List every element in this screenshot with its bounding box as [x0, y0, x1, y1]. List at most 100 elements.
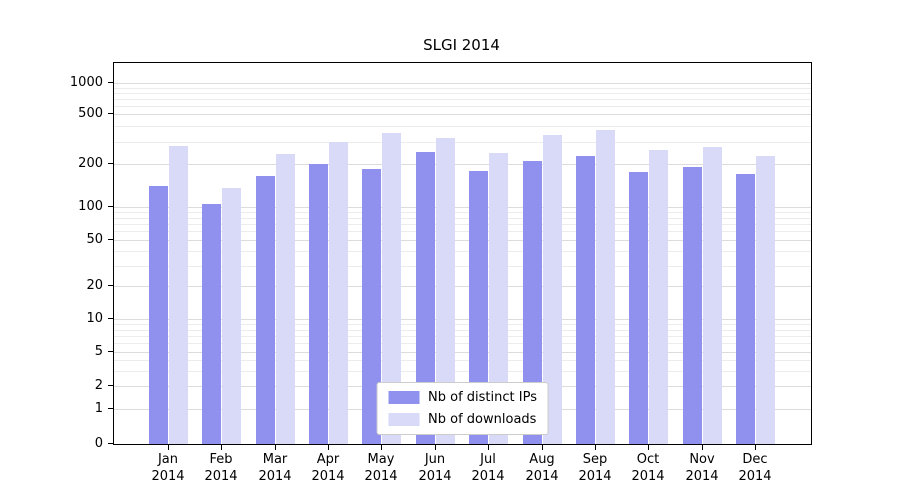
x-tick-label: Dec 2014 [723, 451, 787, 485]
minor-gridline [114, 142, 811, 143]
bar-downloads-feb [222, 188, 241, 444]
y-tick-mark [108, 163, 113, 164]
x-tick-label: Oct 2014 [616, 451, 680, 485]
bar-distinct-ips-jun [416, 152, 435, 444]
minor-gridline [114, 224, 811, 225]
x-tick-label: Jun 2014 [403, 451, 467, 485]
x-tick-year: 2014 [204, 469, 238, 484]
x-tick-month: Jun [424, 452, 446, 467]
y-tick-label: 5 [94, 344, 103, 359]
minor-gridline [114, 88, 811, 89]
y-tick-mark [108, 385, 113, 386]
legend-swatch [388, 413, 420, 426]
x-tick-year: 2014 [364, 469, 398, 484]
major-gridline [114, 114, 811, 115]
x-tick-label: May 2014 [349, 451, 413, 485]
bar-distinct-ips-dec [736, 174, 755, 444]
x-tick-year: 2014 [471, 469, 505, 484]
y-tick-mark [108, 408, 113, 409]
minor-gridline [114, 93, 811, 94]
x-tick-label: Mar 2014 [243, 451, 307, 485]
plot-area: Nb of distinct IPs Nb of downloads [113, 62, 812, 445]
x-tick-month: Jan [157, 452, 179, 467]
x-tick-year: 2014 [631, 469, 665, 484]
x-tick-mark [648, 445, 649, 450]
y-tick-label: 200 [78, 156, 103, 171]
x-tick-month: Feb [209, 452, 233, 467]
x-tick-year: 2014 [738, 469, 772, 484]
x-tick-label: Apr 2014 [296, 451, 360, 485]
x-tick-month: Mar [262, 452, 288, 467]
major-gridline [114, 286, 811, 287]
x-tick-mark [221, 445, 222, 450]
bar-distinct-ips-jul [469, 171, 488, 444]
major-gridline [114, 164, 811, 165]
x-tick-year: 2014 [311, 469, 345, 484]
minor-gridline [114, 99, 811, 100]
y-tick-mark [108, 318, 113, 319]
major-gridline [114, 319, 811, 320]
bar-downloads-aug [543, 135, 562, 444]
major-gridline [114, 240, 811, 241]
y-tick-mark [108, 206, 113, 207]
y-tick-label: 10 [86, 311, 103, 326]
chart-title: SLGI 2014 [423, 36, 500, 54]
y-tick-label: 500 [78, 106, 103, 121]
x-tick-label: Nov 2014 [670, 451, 734, 485]
x-tick-month: May [367, 452, 395, 467]
y-tick-mark [108, 239, 113, 240]
bar-distinct-ips-oct [629, 172, 648, 444]
x-tick-mark [381, 445, 382, 450]
minor-gridline [114, 126, 811, 127]
x-tick-mark [275, 445, 276, 450]
bar-downloads-dec [756, 156, 775, 444]
x-tick-mark [168, 445, 169, 450]
x-tick-month: Jul [480, 452, 496, 467]
bar-downloads-jun [436, 138, 455, 444]
x-tick-mark [435, 445, 436, 450]
x-tick-mark [755, 445, 756, 450]
x-tick-year: 2014 [258, 469, 292, 484]
minor-gridline [114, 330, 811, 331]
legend-row: Nb of distinct IPs [388, 390, 537, 405]
x-tick-mark [702, 445, 703, 450]
x-tick-year: 2014 [578, 469, 612, 484]
bar-distinct-ips-mar [256, 176, 275, 444]
legend-label: Nb of distinct IPs [428, 390, 537, 405]
minor-gridline [114, 218, 811, 219]
x-tick-mark [595, 445, 596, 450]
bar-downloads-apr [329, 142, 348, 444]
x-tick-label: Feb 2014 [189, 451, 253, 485]
x-tick-month: Nov [689, 452, 715, 467]
minor-gridline [114, 324, 811, 325]
x-tick-label: Jan 2014 [136, 451, 200, 485]
major-gridline [114, 83, 811, 84]
bar-distinct-ips-jan [149, 186, 168, 444]
x-tick-month: Sep [582, 452, 608, 467]
x-tick-mark [328, 445, 329, 450]
y-tick-mark [108, 443, 113, 444]
bar-distinct-ips-sep [576, 156, 595, 444]
bar-distinct-ips-apr [309, 164, 328, 444]
y-tick-label: 50 [86, 232, 103, 247]
bar-distinct-ips-nov [683, 167, 702, 444]
x-tick-month: Oct [636, 452, 660, 467]
bar-distinct-ips-may [362, 169, 381, 444]
legend-swatch [388, 391, 420, 404]
bar-downloads-sep [596, 130, 615, 444]
legend-label: Nb of downloads [428, 412, 537, 427]
y-tick-mark [108, 82, 113, 83]
legend-row: Nb of downloads [388, 412, 537, 427]
y-tick-mark [108, 113, 113, 114]
major-gridline [114, 207, 811, 208]
bar-distinct-ips-aug [523, 161, 542, 444]
minor-gridline [114, 336, 811, 337]
bar-downloads-oct [649, 150, 668, 444]
bar-downloads-may [382, 133, 401, 444]
chart-legend: Nb of distinct IPs Nb of downloads [376, 382, 549, 435]
bar-downloads-mar [276, 154, 295, 444]
minor-gridline [114, 343, 811, 344]
bar-distinct-ips-feb [202, 204, 221, 444]
y-tick-label: 0 [94, 436, 103, 451]
